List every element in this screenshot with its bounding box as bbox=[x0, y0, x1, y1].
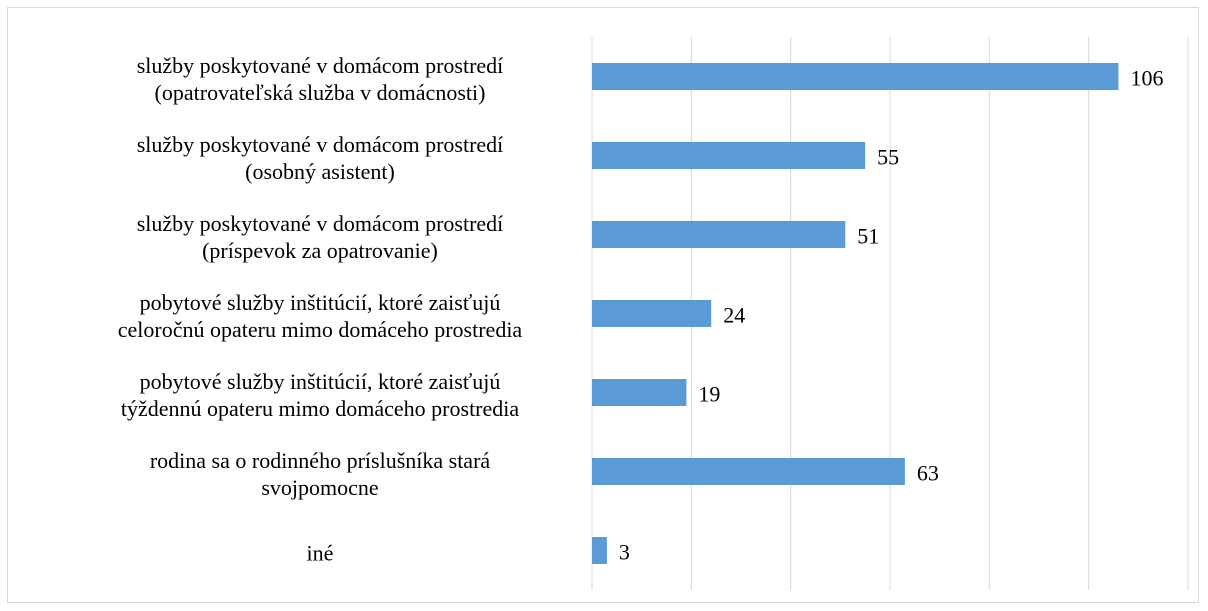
value-label: 55 bbox=[877, 145, 899, 170]
bar bbox=[592, 63, 1119, 90]
value-label: 19 bbox=[698, 382, 720, 407]
chart-frame bbox=[7, 7, 1199, 603]
category-label: rodina sa o rodinného príslušníka stará … bbox=[149, 447, 491, 500]
bar bbox=[592, 221, 846, 248]
bar bbox=[592, 537, 607, 564]
category-label: pobytové služby inštitúcií, ktoré zaisťu… bbox=[120, 368, 520, 421]
category-label: služby poskytované v domácom prostredí (… bbox=[136, 131, 504, 184]
bar bbox=[592, 379, 687, 406]
value-label: 106 bbox=[1130, 66, 1163, 91]
category-label: pobytové služby inštitúcií, ktoré zaisťu… bbox=[117, 289, 523, 342]
bar bbox=[592, 142, 866, 169]
bar bbox=[592, 458, 905, 485]
category-label: iné bbox=[306, 540, 334, 565]
value-label: 3 bbox=[619, 540, 630, 565]
category-label: služby poskytované v domácom prostredí (… bbox=[136, 210, 504, 263]
value-label: 24 bbox=[723, 303, 745, 328]
value-label: 51 bbox=[857, 224, 879, 249]
value-label: 63 bbox=[917, 461, 939, 486]
category-label: služby poskytované v domácom prostredí (… bbox=[136, 52, 504, 105]
bar bbox=[592, 300, 712, 327]
